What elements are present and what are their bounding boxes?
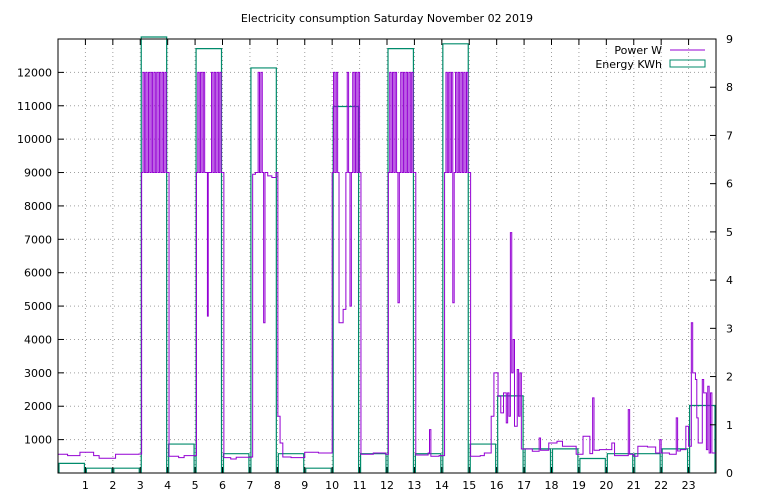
y-left-tick-label: 6000 bbox=[24, 267, 52, 280]
legend: Power W Energy KWh bbox=[595, 44, 706, 71]
energy-bar bbox=[332, 105, 360, 473]
energy-bar bbox=[113, 467, 140, 473]
x-tick-label: 14 bbox=[435, 479, 449, 492]
energy-bar bbox=[250, 67, 277, 473]
x-tick-label: 11 bbox=[353, 479, 367, 492]
x-tick-label: 7 bbox=[246, 479, 253, 492]
x-tick-label: 18 bbox=[545, 479, 559, 492]
x-tick-label: 22 bbox=[654, 479, 668, 492]
y-left-tick-label: 1000 bbox=[24, 434, 52, 447]
x-axis: 1 2 3 4 5 6 7 8 9 10 11 12 13 14 15 16 17 18 19 20 21 22 23 bbox=[82, 39, 696, 492]
y-right-tick-label: 2 bbox=[726, 371, 733, 384]
energy-bar bbox=[524, 448, 552, 473]
y-left-tick-label: 4000 bbox=[24, 333, 52, 346]
chart-title: Electricity consumption Saturday Novembe… bbox=[241, 12, 533, 25]
x-tick-label: 21 bbox=[627, 479, 641, 492]
x-tick-label: 9 bbox=[301, 479, 308, 492]
energy-bar bbox=[222, 453, 250, 473]
energy-bar bbox=[359, 453, 387, 473]
x-tick-label: 16 bbox=[490, 479, 504, 492]
y-right-tick-label: 3 bbox=[726, 322, 733, 335]
x-tick-label: 8 bbox=[274, 479, 281, 492]
x-tick-label: 10 bbox=[325, 479, 339, 492]
legend-label-power: Power W bbox=[614, 44, 662, 57]
energy-bar bbox=[551, 448, 579, 473]
y-left-tick-label: 2000 bbox=[24, 400, 52, 413]
x-tick-label: 20 bbox=[599, 479, 613, 492]
y-left-tick-label: 10000 bbox=[17, 133, 52, 146]
energy-bar bbox=[168, 443, 195, 473]
energy-bar bbox=[305, 467, 332, 473]
x-tick-label: 5 bbox=[192, 479, 199, 492]
energy-series bbox=[58, 36, 716, 473]
x-tick-label: 15 bbox=[462, 479, 476, 492]
y-right-tick-label: 4 bbox=[726, 274, 733, 287]
y-right-tick-label: 6 bbox=[726, 178, 733, 191]
legend-label-energy: Energy KWh bbox=[595, 58, 662, 71]
power-line bbox=[58, 71, 716, 460]
y-right-axis: 0 1 2 3 4 5 6 7 8 9 bbox=[710, 33, 733, 480]
y-right-tick-label: 7 bbox=[726, 129, 733, 142]
x-tick-label: 13 bbox=[407, 479, 421, 492]
y-right-tick-label: 5 bbox=[726, 226, 733, 239]
legend-swatch-energy bbox=[669, 59, 706, 68]
energy-bar bbox=[195, 48, 223, 473]
grid bbox=[58, 39, 716, 473]
y-right-tick-label: 0 bbox=[726, 467, 733, 480]
x-tick-label: 12 bbox=[380, 479, 394, 492]
energy-bar bbox=[85, 467, 113, 473]
energy-bar bbox=[469, 443, 497, 473]
y-left-tick-label: 3000 bbox=[24, 367, 52, 380]
y-left-axis: 1000 2000 3000 4000 5000 6000 7000 8000 9000 1000… bbox=[17, 66, 64, 447]
x-tick-label: 17 bbox=[517, 479, 531, 492]
y-left-tick-label: 12000 bbox=[17, 66, 52, 79]
x-tick-label: 1 bbox=[82, 479, 89, 492]
y-right-tick-label: 1 bbox=[726, 419, 733, 432]
energy-bar bbox=[442, 43, 469, 473]
y-left-tick-label: 5000 bbox=[24, 300, 52, 313]
energy-bar bbox=[277, 453, 305, 473]
x-tick-label: 2 bbox=[109, 479, 116, 492]
x-tick-label: 3 bbox=[137, 479, 144, 492]
y-right-tick-label: 9 bbox=[726, 33, 733, 46]
energy-bar bbox=[58, 462, 86, 473]
x-tick-label: 6 bbox=[219, 479, 226, 492]
y-left-tick-label: 7000 bbox=[24, 233, 52, 246]
y-right-tick-label: 8 bbox=[726, 81, 733, 94]
y-left-tick-label: 9000 bbox=[24, 167, 52, 180]
energy-bar bbox=[579, 457, 606, 473]
x-tick-label: 19 bbox=[572, 479, 586, 492]
y-left-tick-label: 11000 bbox=[17, 100, 52, 113]
energy-bar bbox=[634, 453, 661, 473]
x-tick-label: 23 bbox=[682, 479, 696, 492]
power-series bbox=[58, 71, 716, 460]
energy-bar bbox=[606, 453, 634, 473]
energy-bar bbox=[661, 448, 689, 473]
x-tick-label: 4 bbox=[164, 479, 171, 492]
y-left-tick-label: 8000 bbox=[24, 200, 52, 213]
